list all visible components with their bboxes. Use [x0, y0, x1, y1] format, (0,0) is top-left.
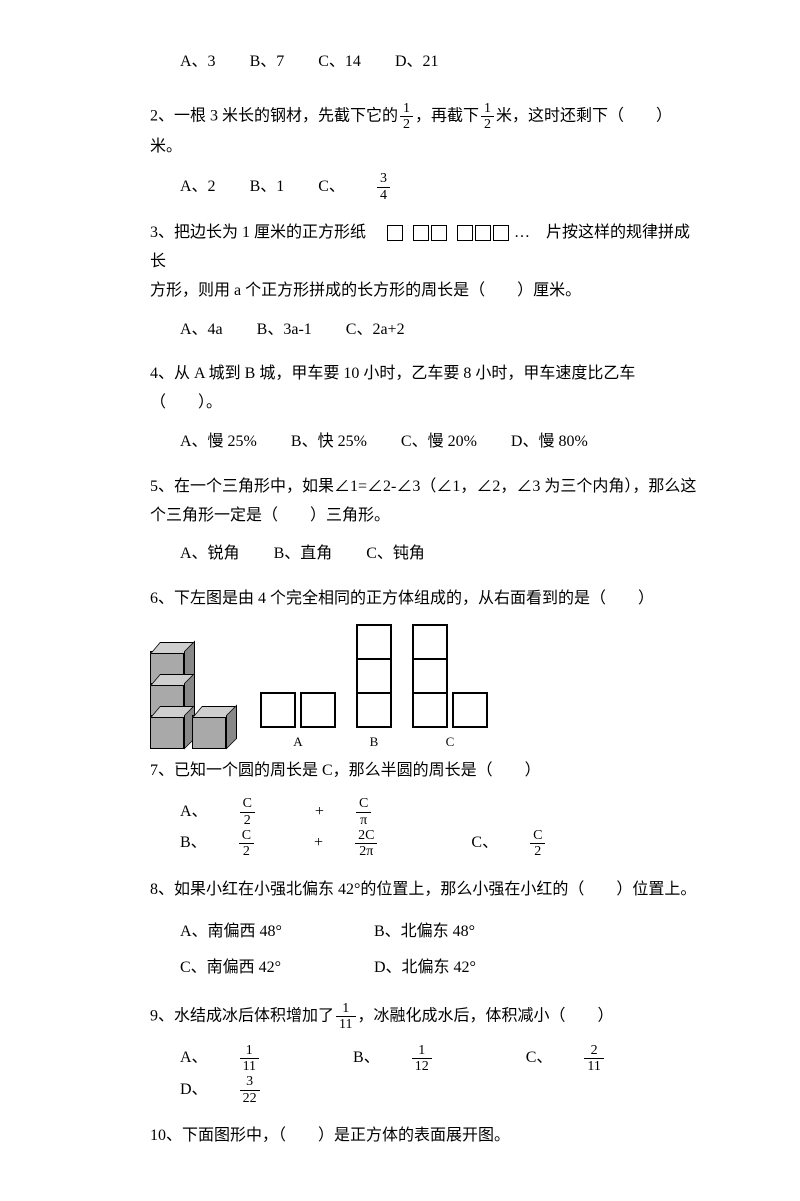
q9-options: A、111 B、112 C、211 D、322	[180, 1043, 700, 1107]
q8-text: 8、如果小红在小强北偏东 42°的位置上，那么小强在小红的（ ）位置上。	[150, 881, 696, 898]
q2-options: A、2 B、1 C、34	[180, 171, 700, 203]
q2-opt-a: A、2	[180, 173, 216, 202]
q5-line1: 5、在一个三角形中，如果∠1=∠2-∠3（∠1，∠2，∠3 为三个内角），那么这	[150, 478, 696, 495]
q6: 6、下左图是由 4 个完全相同的正方体组成的，从右面看到的是（ ）	[150, 585, 700, 614]
q4-opt-b: B、快 25%	[291, 428, 367, 457]
q8-opt-b: B、北偏东 48°	[374, 914, 475, 949]
q9-opt-b: B、112	[353, 1043, 492, 1075]
q9-opt-c: C、211	[526, 1043, 664, 1075]
q7-opt-c: C、C2	[471, 828, 605, 860]
q7: 7、已知一个圆的周长是 C，那么半圆的周长是（ ）	[150, 757, 700, 786]
q9-post: ，冰融化成水后，体积减小（ ）	[358, 1007, 614, 1024]
q8-opt-c: C、南偏西 42°	[180, 950, 340, 985]
q7-options: A、C2+Cπ B、C2+2C2π C、C2	[180, 796, 700, 860]
q10-text: 10、下面图形中，（ ）是正方体的表面展开图。	[150, 1127, 510, 1144]
q5-line2: 个三角形一定是（ ）三角形。	[150, 507, 390, 524]
q5-options: A、锐角 B、直角 C、钝角	[180, 540, 700, 569]
q6-iso-shape	[150, 633, 240, 753]
q6-text: 6、下左图是由 4 个完全相同的正方体组成的，从右面看到的是（ ）	[150, 590, 654, 607]
q3-line1a: 3、把边长为 1 厘米的正方形纸	[150, 224, 382, 241]
q1-options: A、3 B、7 C、14 D、21	[180, 48, 700, 77]
q4-opt-a: A、慢 25%	[180, 428, 257, 457]
q6-opt-c: C	[412, 624, 488, 753]
q9-pre: 9、水结成冰后体积增加了	[150, 1007, 334, 1024]
q1-opt-a: A、3	[180, 48, 216, 77]
q4-options: A、慢 25% B、快 25% C、慢 20% D、慢 80%	[180, 428, 700, 457]
q6-opt-a: A	[260, 692, 336, 753]
q4-text: 4、从 A 城到 B 城，甲车要 10 小时，乙车要 8 小时，甲车速度比乙车（…	[150, 365, 635, 411]
q3-line2: 方形，则用 a 个正方形拼成的长方形的周长是（ ）厘米。	[150, 282, 581, 299]
q4: 4、从 A 城到 B 城，甲车要 10 小时，乙车要 8 小时，甲车速度比乙车（…	[150, 360, 700, 418]
q1-opt-d: D、21	[395, 48, 439, 77]
q3-opt-b: B、3a-1	[257, 316, 312, 345]
q4-opt-c: C、慢 20%	[401, 428, 477, 457]
q2-pre: 2、一根 3 米长的钢材，先截下它的	[150, 107, 398, 124]
q3: 3、把边长为 1 厘米的正方形纸 … 片按这样的规律拼成长 方形，则用 a 个正…	[150, 219, 700, 305]
q7-opt-a: A、C2+Cπ	[180, 796, 431, 828]
q9: 9、水结成冰后体积增加了111，冰融化成水后，体积减小（ ）	[150, 1001, 700, 1033]
q8-opt-a: A、南偏西 48°	[180, 914, 340, 949]
q4-opt-d: D、慢 80%	[511, 428, 588, 457]
q1-opt-c: C、14	[318, 48, 361, 77]
q3-opt-c: C、2a+2	[346, 316, 405, 345]
q8-opt-d: D、北偏东 42°	[374, 950, 476, 985]
q8-options: A、南偏西 48° B、北偏东 48° C、南偏西 42° D、北偏东 42°	[180, 914, 700, 984]
q8: 8、如果小红在小强北偏东 42°的位置上，那么小强在小红的（ ）位置上。	[150, 876, 700, 905]
q5: 5、在一个三角形中，如果∠1=∠2-∠3（∠1，∠2，∠3 为三个内角），那么这…	[150, 473, 700, 531]
q2-opt-b: B、1	[250, 173, 285, 202]
q5-opt-c: C、钝角	[366, 540, 425, 569]
q2-frac1: 12	[400, 101, 413, 133]
q7-opt-b: B、C2+2C2π	[180, 828, 437, 860]
q6-opt-b: B	[356, 624, 392, 753]
q3-pattern	[386, 224, 514, 241]
q10: 10、下面图形中，（ ）是正方体的表面展开图。	[150, 1122, 700, 1151]
q2: 2、一根 3 米长的钢材，先截下它的12，再截下12米，这时还剩下（ ）米。	[150, 101, 700, 162]
q3-options: A、4a B、3a-1 C、2a+2	[180, 316, 700, 345]
q5-opt-a: A、锐角	[180, 540, 240, 569]
q9-opt-d: D、322	[180, 1074, 320, 1106]
q9-opt-a: A、111	[180, 1043, 319, 1075]
q7-text: 7、已知一个圆的周长是 C，那么半圆的周长是（ ）	[150, 762, 541, 779]
q9-frac: 111	[336, 1001, 355, 1033]
q6-figure: A B C	[150, 624, 700, 753]
q2-frac2: 12	[481, 101, 494, 133]
q5-opt-b: B、直角	[274, 540, 333, 569]
q1-opt-b: B、7	[250, 48, 285, 77]
q2-mid: ，再截下	[415, 107, 479, 124]
q2-opt-c: C、34	[318, 171, 450, 203]
q3-opt-a: A、4a	[180, 316, 223, 345]
